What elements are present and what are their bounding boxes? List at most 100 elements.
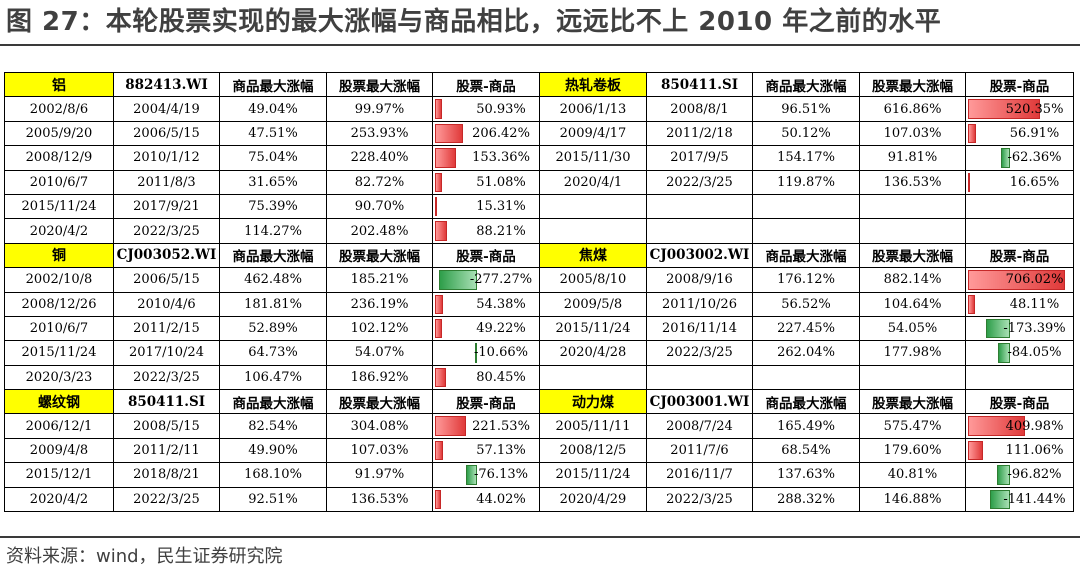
diff-value: -84.05% bbox=[1007, 345, 1062, 361]
commodity-max-gain: 64.73% bbox=[219, 340, 327, 366]
stock-peak-date: 2010/1/12 bbox=[113, 145, 220, 171]
commodity-max-gain: 262.04% bbox=[752, 340, 860, 366]
positive-bar bbox=[435, 440, 443, 461]
negative-bar bbox=[996, 465, 1010, 485]
diff-cell: -10.66% bbox=[432, 340, 540, 366]
commodity-start-date: 2009/4/17 bbox=[539, 120, 647, 147]
commodity-start-date: 2020/4/28 bbox=[539, 340, 647, 366]
bottom-rule bbox=[0, 536, 1080, 538]
diff-cell: 15.31% bbox=[432, 193, 540, 220]
commodity-max-gain: 68.54% bbox=[752, 437, 860, 464]
commodity-max-gain-header: 商品最大涨幅 bbox=[752, 389, 860, 415]
comparison-table: 铝 882413.WI 商品最大涨幅 股票最大涨幅 股票-商品 热轧卷板 850411.SI… bbox=[4, 71, 1074, 513]
commodity-max-gain: 75.39% bbox=[219, 193, 327, 220]
diff-value: 48.11% bbox=[1009, 296, 1060, 312]
stock-peak-date: 2022/3/25 bbox=[113, 486, 220, 513]
commodity-max-gain-header: 商品最大涨幅 bbox=[752, 71, 860, 98]
stock-max-gain: 107.03% bbox=[326, 437, 433, 464]
table-row: 2010/6/7 2011/8/3 31.65% 82.72% 51.08% 2020/4… bbox=[4, 169, 1074, 195]
diff-cell: 409.98% bbox=[965, 413, 1074, 439]
stock-max-gain-header: 股票最大涨幅 bbox=[859, 242, 966, 269]
diff-cell: -96.82% bbox=[965, 462, 1074, 488]
stock-max-gain: 177.98% bbox=[859, 340, 966, 366]
commodity-max-gain-header: 商品最大涨幅 bbox=[752, 242, 860, 269]
section-header-row: 铝 882413.WI 商品最大涨幅 股票最大涨幅 股票-商品 热轧卷板 850411.SI… bbox=[4, 71, 1074, 98]
stock-max-gain: 54.07% bbox=[326, 340, 433, 366]
diff-cell bbox=[965, 364, 1074, 391]
commodity-max-gain: 47.51% bbox=[219, 120, 327, 147]
diff-cell: 88.21% bbox=[432, 218, 540, 244]
commodity-max-gain-header: 商品最大涨幅 bbox=[219, 242, 327, 269]
commodity-max-gain: 106.47% bbox=[219, 364, 327, 391]
commodity-start-date bbox=[539, 364, 647, 391]
top-rule bbox=[0, 44, 1080, 46]
commodity-max-gain: 154.17% bbox=[752, 145, 860, 171]
stock-max-gain: 616.86% bbox=[859, 96, 966, 122]
negative-bar bbox=[466, 465, 477, 485]
stock-max-gain: 136.53% bbox=[859, 169, 966, 195]
diff-value: -141.44% bbox=[1003, 491, 1066, 507]
stock-max-gain: 104.64% bbox=[859, 291, 966, 317]
commodity-max-gain: 52.89% bbox=[219, 315, 327, 342]
stock-max-gain: 82.72% bbox=[326, 169, 433, 195]
diff-value: 706.02% bbox=[1005, 272, 1064, 288]
table-row: 2015/12/1 2018/8/21 168.10% 91.97% -76.13% 20… bbox=[4, 462, 1074, 488]
stock-peak-date: 2022/3/25 bbox=[646, 340, 753, 366]
positive-bar bbox=[435, 416, 466, 436]
positive-bar bbox=[435, 172, 443, 192]
stock-peak-date: 2008/5/15 bbox=[113, 413, 220, 439]
diff-value: -96.82% bbox=[1007, 467, 1062, 483]
commodity-name: 螺纹钢 bbox=[4, 389, 114, 415]
commodity-max-gain: 56.52% bbox=[752, 291, 860, 317]
stock-peak-date: 2011/7/6 bbox=[646, 437, 753, 464]
diff-cell: 49.22% bbox=[432, 315, 540, 342]
commodity-max-gain: 82.54% bbox=[219, 413, 327, 439]
diff-value: -277.27% bbox=[469, 272, 533, 288]
diff-cell: -62.36% bbox=[965, 145, 1074, 171]
stock-max-gain: 136.53% bbox=[326, 486, 433, 513]
diff-value: 16.65% bbox=[1009, 174, 1060, 190]
stock-max-gain: 91.97% bbox=[326, 462, 433, 488]
positive-bar bbox=[435, 318, 442, 339]
stock-max-gain bbox=[859, 193, 966, 220]
diff-cell: 111.06% bbox=[965, 437, 1074, 464]
commodity-max-gain-header: 商品最大涨幅 bbox=[219, 389, 327, 415]
stock-max-gain: 40.81% bbox=[859, 462, 966, 488]
stock-minus-commodity-header: 股票-商品 bbox=[432, 389, 540, 415]
positive-bar bbox=[968, 172, 971, 192]
diff-cell: -84.05% bbox=[965, 340, 1074, 366]
commodity-max-gain: 227.45% bbox=[752, 315, 860, 342]
commodity-start-date bbox=[539, 218, 647, 244]
commodity-max-gain bbox=[752, 364, 860, 391]
commodity-max-gain: 119.87% bbox=[752, 169, 860, 195]
commodity-name: 焦煤 bbox=[539, 242, 647, 269]
stock-index-code: CJ003002.WI bbox=[646, 242, 753, 269]
diff-value: 80.45% bbox=[476, 369, 526, 385]
commodity-start-date: 2015/11/24 bbox=[539, 462, 647, 488]
diff-value: 221.53% bbox=[472, 418, 530, 434]
commodity-start-date: 2006/1/13 bbox=[539, 96, 647, 122]
commodity-max-gain: 462.48% bbox=[219, 267, 327, 293]
table-row: 2009/4/8 2011/2/11 49.90% 107.03% 57.13% 2008… bbox=[4, 437, 1074, 464]
diff-value: -76.13% bbox=[474, 467, 528, 483]
diff-value: 206.42% bbox=[472, 125, 530, 141]
stock-max-gain: 102.12% bbox=[326, 315, 433, 342]
stock-peak-date: 2022/3/25 bbox=[646, 486, 753, 513]
stock-peak-date: 2008/8/1 bbox=[646, 96, 753, 122]
negative-bar bbox=[475, 343, 477, 363]
stock-peak-date: 2016/11/14 bbox=[646, 315, 753, 342]
section-header-row: 螺纹钢 850411.SI 商品最大涨幅 股票最大涨幅 股票-商品 动力煤 CJ003001… bbox=[4, 389, 1074, 415]
diff-value: 57.13% bbox=[476, 443, 526, 459]
commodity-start-date: 2010/6/7 bbox=[4, 315, 114, 342]
positive-bar bbox=[968, 99, 1040, 119]
positive-bar bbox=[968, 416, 1025, 436]
stock-peak-date: 2008/7/24 bbox=[646, 413, 753, 439]
table-row: 2006/12/1 2008/5/15 82.54% 304.08% 221.53% 20… bbox=[4, 413, 1074, 439]
stock-minus-commodity-header: 股票-商品 bbox=[432, 242, 540, 269]
stock-peak-date: 2017/9/5 bbox=[646, 145, 753, 171]
diff-cell: 51.08% bbox=[432, 169, 540, 195]
commodity-start-date: 2005/8/10 bbox=[539, 267, 647, 293]
commodity-start-date bbox=[539, 193, 647, 220]
diff-cell: 520.35% bbox=[965, 96, 1074, 122]
negative-bar bbox=[1001, 148, 1010, 168]
